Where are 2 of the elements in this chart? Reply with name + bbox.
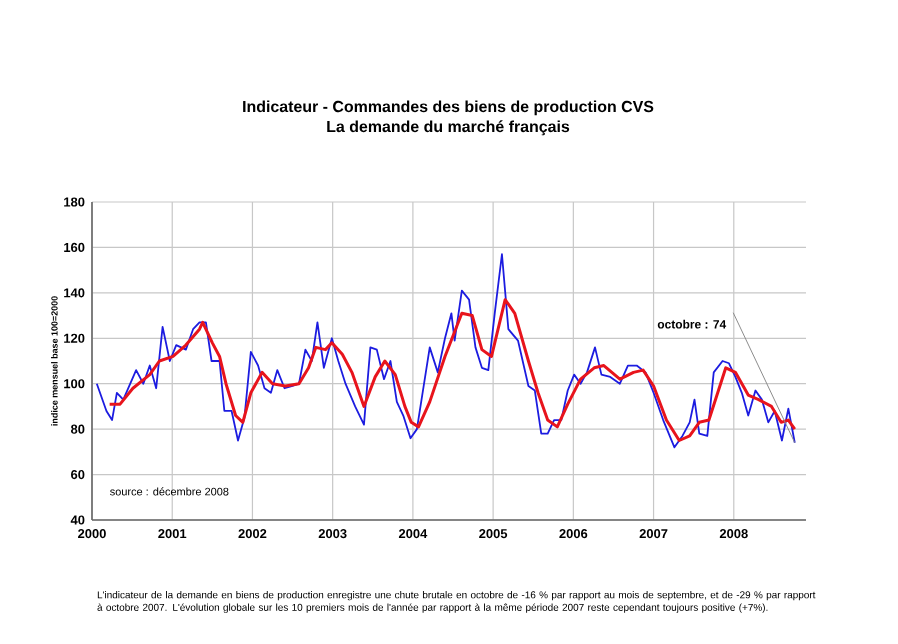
line-series bbox=[108, 298, 797, 442]
line-series bbox=[95, 253, 796, 449]
